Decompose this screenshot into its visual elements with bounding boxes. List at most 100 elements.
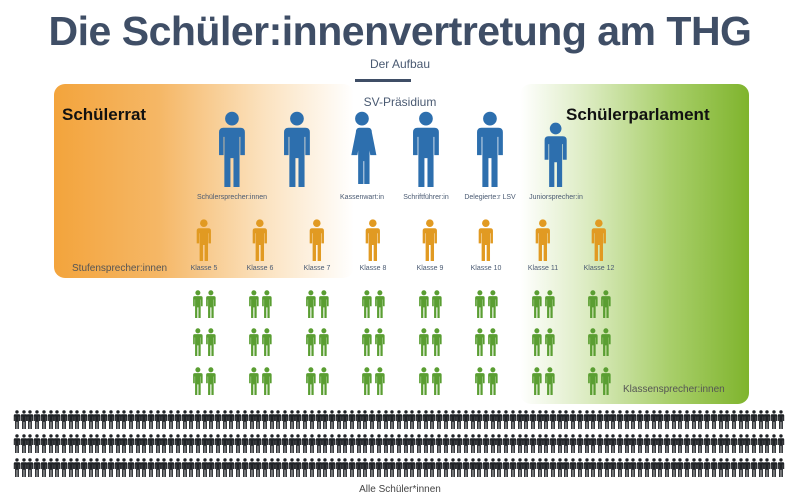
schueler-figure-icon: [663, 458, 671, 477]
schueler-figure-icon: [643, 434, 651, 453]
schueler-figure-icon: [650, 434, 657, 453]
schueler-figure-icon: [181, 410, 188, 429]
schueler-figure-icon: [107, 410, 115, 429]
schueler-figure-icon: [174, 434, 182, 453]
schueler-figure-icon: [234, 458, 242, 477]
schueler-figure-icon: [496, 410, 503, 429]
schueler-figure-icon: [67, 410, 74, 429]
schueler-figure-icon: [462, 458, 470, 477]
schueler-figure-icon: [107, 434, 115, 453]
schueler-figure-icon: [241, 458, 249, 477]
schueler-figure-icon: [583, 434, 590, 453]
schueler-figure-icon: [234, 434, 242, 453]
schueler-figure-icon: [295, 434, 302, 453]
schueler-figure-icon: [697, 434, 704, 453]
klasse-caption: Klasse 7: [303, 265, 331, 272]
schueler-figure-icon: [147, 434, 155, 453]
schueler-figure-icon: [563, 434, 570, 453]
schueler-figure-icon: [563, 458, 570, 477]
schueler-figure-icon: [757, 410, 764, 429]
schueler-figure-icon: [241, 434, 249, 453]
schueler-figure-icon: [375, 410, 383, 429]
schueler-figure-icon: [576, 434, 584, 453]
schueler-figure-icon: [194, 434, 202, 453]
schueler-figure-icon: [114, 458, 121, 477]
klasse-caption: Klasse 8: [359, 265, 387, 272]
klassensprecher-figure-icon: [306, 328, 316, 356]
klassensprecher-figure-icon: [319, 290, 329, 318]
schueler-figure-icon: [489, 434, 496, 453]
schueler-figure-icon: [603, 434, 610, 453]
schueler-figure-icon: [603, 458, 610, 477]
schueler-figure-icon: [53, 458, 61, 477]
schueler-figure-icon: [194, 410, 202, 429]
schueler-figure-icon: [27, 458, 34, 477]
schueler-figure-icon: [710, 410, 718, 429]
schueler-figure-icon: [382, 434, 389, 453]
schueler-figure-icon: [770, 458, 778, 477]
schueler-figure-icon: [342, 458, 349, 477]
schueler-figure-icon: [476, 434, 483, 453]
schueler-figure-icon: [435, 410, 443, 429]
schueler-figure-icon: [596, 410, 604, 429]
schueler-figure-icon: [301, 434, 309, 453]
schueler-figure-icon: [20, 458, 27, 477]
schueler-figure-icon: [214, 458, 222, 477]
presidium-caption: Juniorsprecher:in: [529, 194, 583, 201]
schueler-figure-icon: [462, 410, 470, 429]
schueler-figure-icon: [697, 458, 704, 477]
presidium-caption: Schülersprecher:innen: [196, 194, 268, 201]
schueler-figure-icon: [214, 410, 222, 429]
schueler-figure-icon: [616, 410, 624, 429]
klasse-caption: Klasse 10: [470, 265, 502, 272]
schueler-figure-icon: [650, 410, 657, 429]
schueler-figure-icon: [181, 434, 188, 453]
klassensprecher-figure-icon: [306, 290, 316, 318]
schueler-figure-icon: [254, 410, 262, 429]
schueler-figure-icon: [74, 410, 81, 429]
schueler-figure-icon: [328, 434, 336, 453]
klassensprecher-figure-icon: [249, 367, 259, 395]
schueler-figure-icon: [469, 458, 476, 477]
schueler-figure-icon: [342, 434, 349, 453]
schueler-figure-icon: [623, 434, 630, 453]
schueler-figure-icon: [201, 458, 208, 477]
schueler-figure-icon: [482, 410, 490, 429]
schueler-figure-icon: [402, 434, 409, 453]
schueler-figure-icon: [221, 410, 228, 429]
schueler-figure-icon: [40, 458, 48, 477]
presidium-figure-icon: [284, 111, 310, 187]
schueler-figure-icon: [308, 410, 316, 429]
schueler-figure-icon: [208, 434, 215, 453]
schueler-figure-icon: [630, 410, 637, 429]
schueler-figure-icon: [703, 458, 711, 477]
schueler-figure-icon: [429, 434, 436, 453]
schueler-figure-icon: [509, 458, 517, 477]
schueler-figure-icon: [80, 458, 88, 477]
schueler-figure-icon: [288, 434, 295, 453]
klassensprecher-figure-icon: [206, 290, 216, 318]
schueler-figure-icon: [388, 458, 396, 477]
schueler-figure-icon: [388, 410, 396, 429]
schueler-figure-icon: [543, 458, 550, 477]
klassensprecher-figure-icon: [419, 328, 429, 356]
schueler-figure-icon: [603, 410, 610, 429]
klasse-caption: Klasse 6: [246, 265, 274, 272]
schueler-figure-icon: [33, 458, 41, 477]
schueler-figure-icon: [502, 434, 510, 453]
klassensprecher-figure-icon: [262, 328, 272, 356]
schueler-figure-icon: [141, 434, 148, 453]
schueler-figure-icon: [33, 410, 41, 429]
schueler-figure-icon: [47, 434, 54, 453]
schueler-figure-icon: [308, 434, 316, 453]
klassensprecher-figure-icon: [545, 367, 555, 395]
schueler-figure-icon: [268, 458, 275, 477]
schueler-figure-icon: [409, 410, 416, 429]
klassensprecher-figure-icon: [375, 328, 385, 356]
schueler-figure-icon: [67, 434, 74, 453]
schueler-figure-icon: [764, 410, 771, 429]
schueler-figure-icon: [87, 458, 94, 477]
schueler-figure-icon: [342, 410, 349, 429]
schuelerparlament-label: Schülerparlament: [566, 105, 710, 124]
schueler-figure-icon: [27, 434, 34, 453]
